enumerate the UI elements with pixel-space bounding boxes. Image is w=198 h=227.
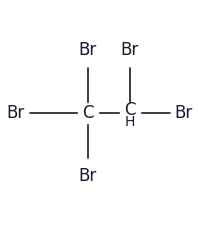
Bar <box>120 103 140 123</box>
Text: C: C <box>124 101 136 119</box>
Text: Br: Br <box>79 41 97 59</box>
Text: Br: Br <box>174 104 192 122</box>
Text: Br: Br <box>121 41 139 59</box>
Text: C: C <box>82 104 94 122</box>
Bar <box>78 103 98 123</box>
Text: Br: Br <box>6 104 24 122</box>
Text: Br: Br <box>79 167 97 185</box>
Text: H: H <box>125 115 135 129</box>
